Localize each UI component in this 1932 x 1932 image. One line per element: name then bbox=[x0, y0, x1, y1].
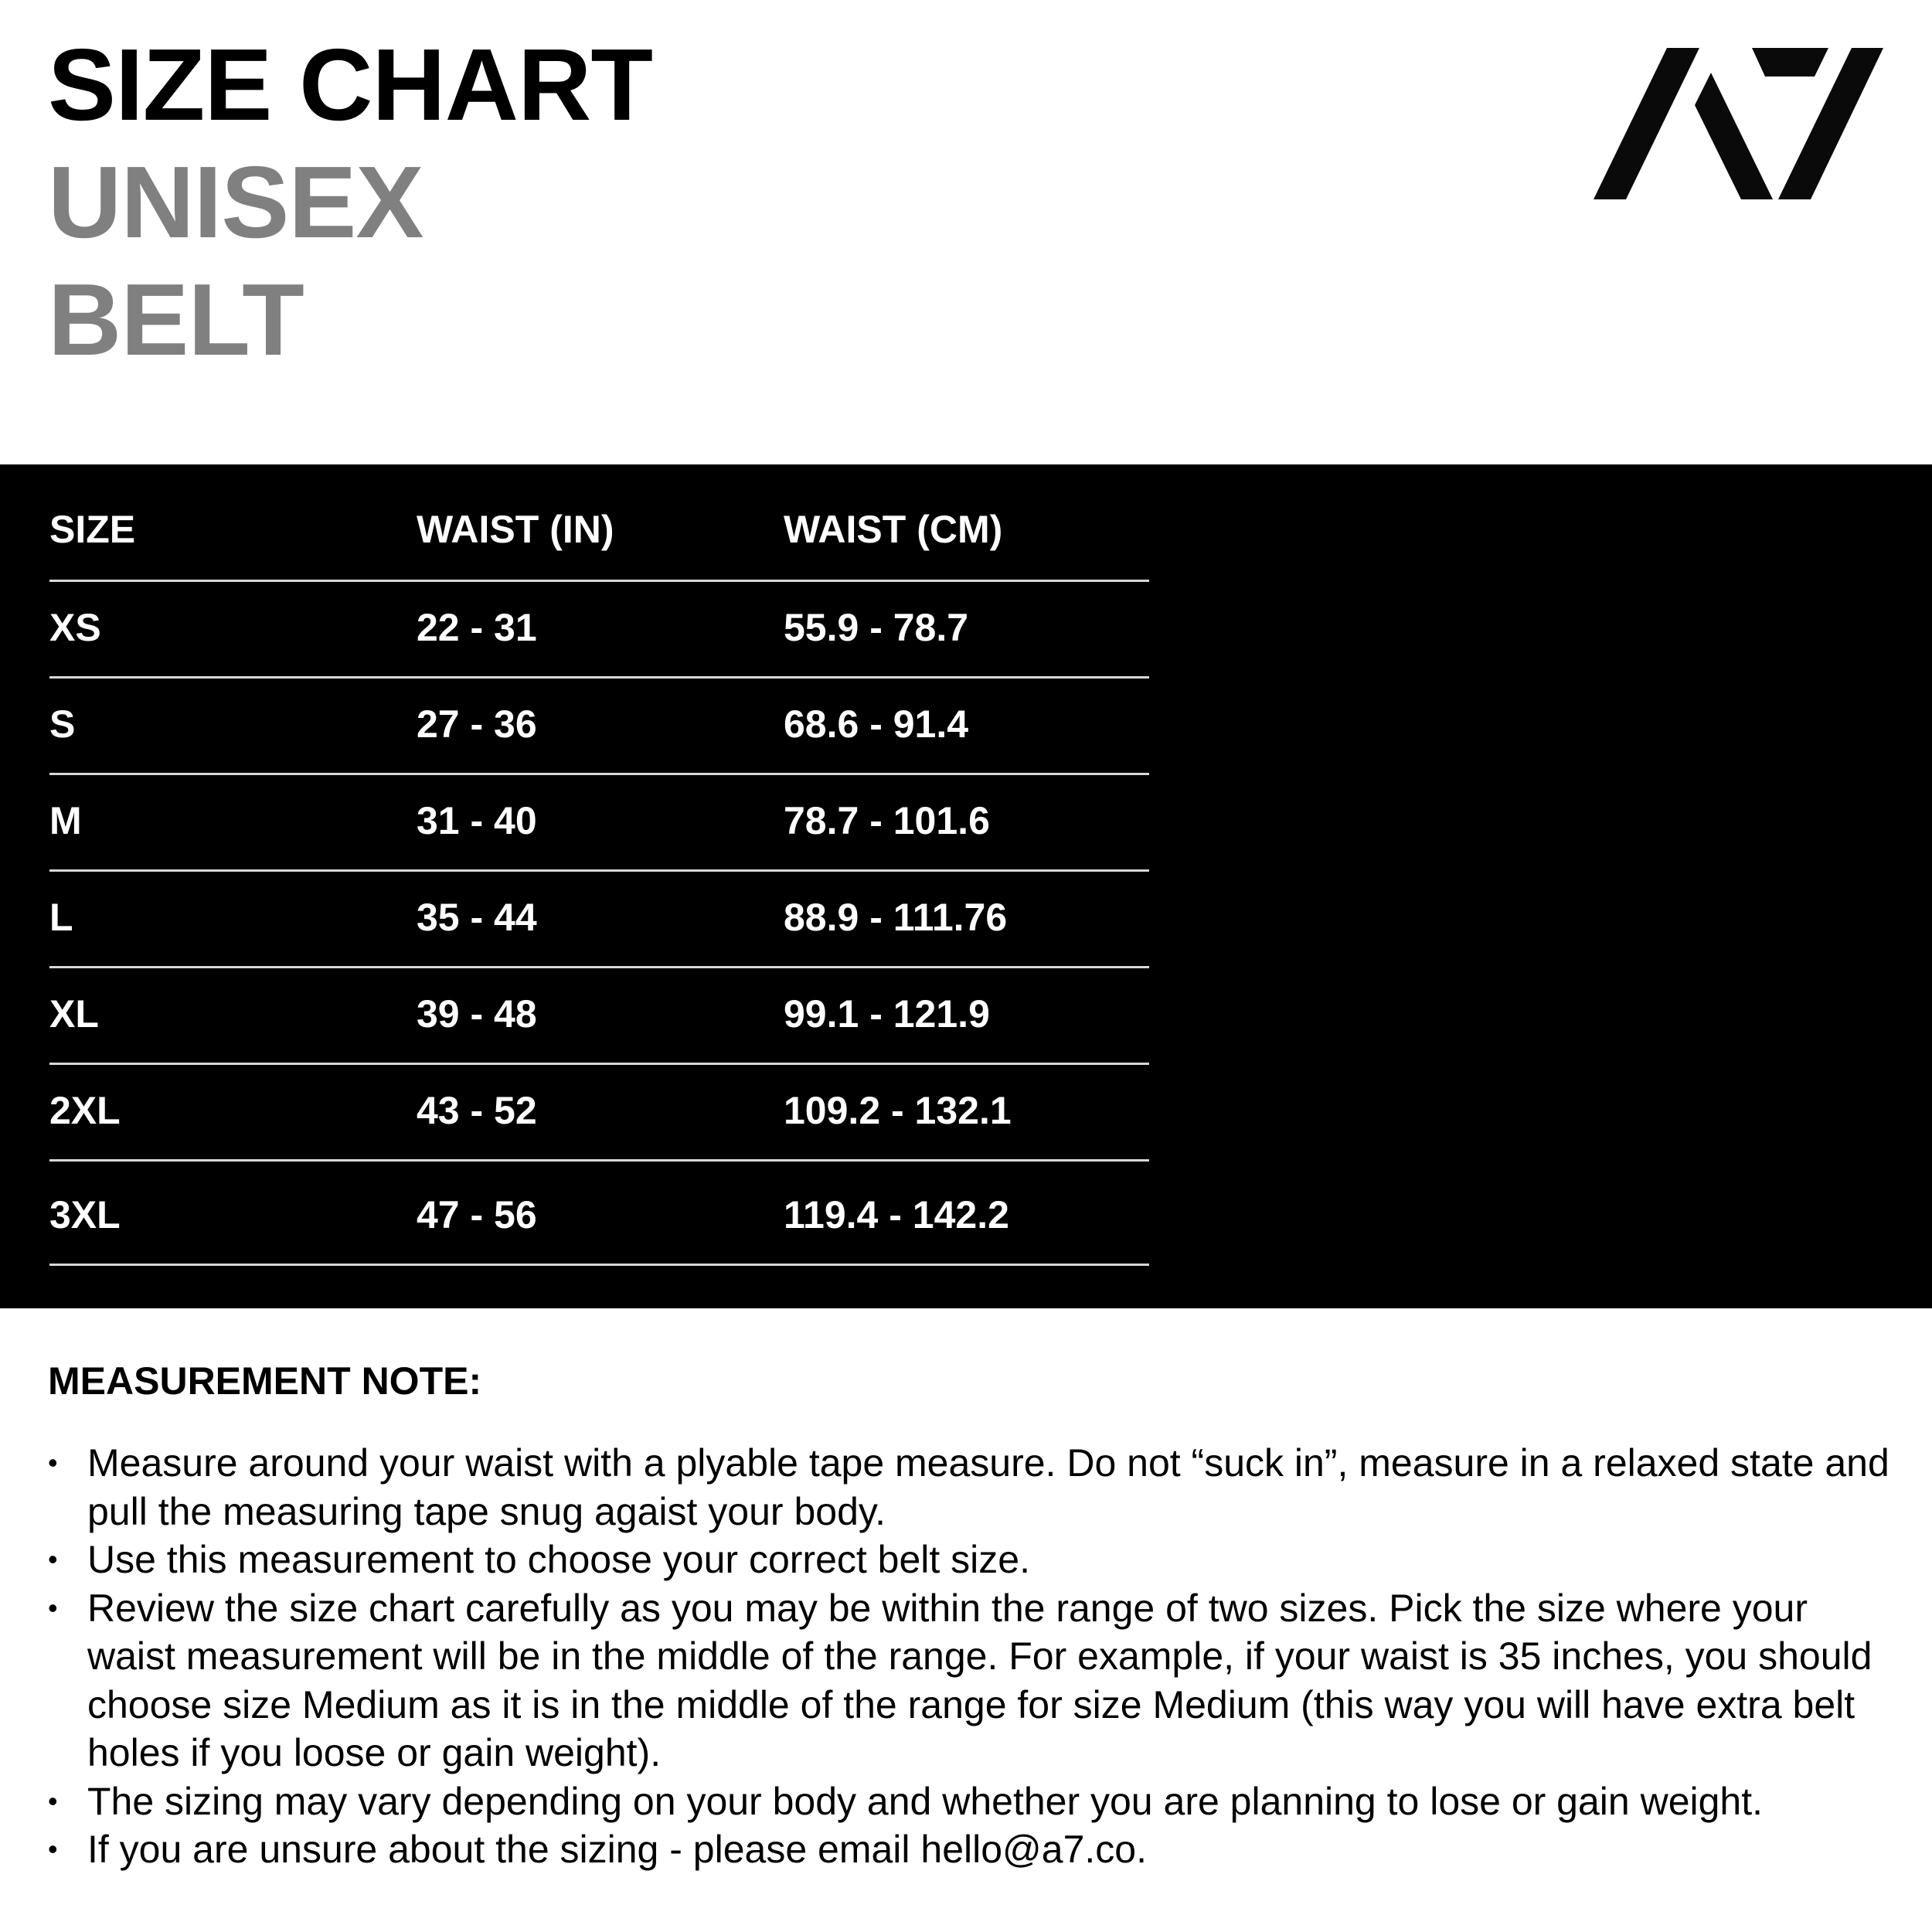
cell-size: S bbox=[49, 702, 76, 746]
table-row: L 35 - 44 88.9 - 111.76 bbox=[49, 872, 1149, 968]
cell-size: M bbox=[49, 799, 82, 842]
bullet-icon: • bbox=[48, 1447, 58, 1478]
note-text: Review the size chart carefully as you m… bbox=[87, 1586, 1872, 1775]
cell-waist-in: 31 - 40 bbox=[417, 799, 537, 842]
cell-size: L bbox=[49, 896, 73, 939]
column-header-size: SIZE bbox=[49, 508, 136, 551]
note-item: • The sizing may vary depending on your b… bbox=[48, 1777, 1903, 1826]
table-row: XS 22 - 31 55.9 - 78.7 bbox=[49, 582, 1149, 679]
size-table-section: SIZE WAIST (IN) WAIST (CM) XS 22 - 31 55.9… bbox=[0, 464, 1932, 1308]
note-item: • Review the size chart carefully as you … bbox=[48, 1584, 1903, 1777]
bullet-icon: • bbox=[48, 1543, 58, 1575]
cell-waist-in: 43 - 52 bbox=[417, 1089, 537, 1132]
a7-logo-icon bbox=[1594, 48, 1883, 199]
cell-waist-in: 22 - 31 bbox=[417, 606, 537, 649]
cell-waist-in: 35 - 44 bbox=[417, 896, 537, 939]
cell-waist-in: 39 - 48 bbox=[417, 992, 537, 1036]
subtitle-unisex: UNISEX bbox=[48, 145, 423, 259]
measurement-note-heading: MEASUREMENT NOTE: bbox=[48, 1359, 482, 1403]
size-table: SIZE WAIST (IN) WAIST (CM) XS 22 - 31 55.9… bbox=[49, 464, 1149, 1266]
cell-waist-in: 27 - 36 bbox=[417, 702, 537, 746]
note-text: The sizing may vary depending on your bo… bbox=[87, 1779, 1764, 1823]
cell-size: 3XL bbox=[49, 1193, 121, 1236]
bullet-icon: • bbox=[48, 1784, 58, 1817]
table-row: 3XL 47 - 56 119.4 - 142.2 bbox=[49, 1162, 1149, 1266]
column-header-waist-cm: WAIST (CM) bbox=[784, 508, 1003, 551]
note-text: Use this measurement to choose your corr… bbox=[87, 1538, 1030, 1581]
note-text: If you are unsure about the sizing - ple… bbox=[87, 1828, 1147, 1871]
cell-size: 2XL bbox=[49, 1089, 121, 1132]
cell-size: XS bbox=[49, 606, 101, 649]
cell-waist-cm: 55.9 - 78.7 bbox=[784, 606, 969, 649]
bullet-icon: • bbox=[48, 1833, 58, 1865]
table-header-row: SIZE WAIST (IN) WAIST (CM) bbox=[49, 464, 1149, 582]
measurement-notes-list: • Measure around your waist with a plyabl… bbox=[48, 1439, 1903, 1874]
cell-waist-cm: 99.1 - 121.9 bbox=[784, 992, 990, 1036]
cell-waist-cm: 78.7 - 101.6 bbox=[784, 799, 990, 842]
cell-waist-cm: 68.6 - 91.4 bbox=[784, 702, 969, 746]
note-item: • Measure around your waist with a plyabl… bbox=[48, 1439, 1903, 1536]
subtitle-belt: BELT bbox=[48, 263, 304, 376]
note-item: • If you are unsure about the sizing - pl… bbox=[48, 1825, 1903, 1874]
table-row: 2XL 43 - 52 109.2 - 132.1 bbox=[49, 1065, 1149, 1162]
column-header-waist-in: WAIST (IN) bbox=[417, 508, 614, 551]
cell-size: XL bbox=[49, 992, 99, 1036]
table-row: S 27 - 36 68.6 - 91.4 bbox=[49, 679, 1149, 775]
note-item: • Use this measurement to choose your cor… bbox=[48, 1536, 1903, 1584]
note-text: Measure around your waist with a plyable… bbox=[87, 1441, 1889, 1533]
cell-waist-cm: 119.4 - 142.2 bbox=[784, 1193, 1009, 1236]
bullet-icon: • bbox=[48, 1591, 58, 1624]
cell-waist-cm: 88.9 - 111.76 bbox=[784, 896, 1008, 939]
table-row: XL 39 - 48 99.1 - 121.9 bbox=[49, 968, 1149, 1065]
cell-waist-in: 47 - 56 bbox=[417, 1193, 537, 1236]
page-title: SIZE CHART bbox=[48, 28, 653, 141]
table-row: M 31 - 40 78.7 - 101.6 bbox=[49, 775, 1149, 872]
cell-waist-cm: 109.2 - 132.1 bbox=[784, 1089, 1012, 1132]
